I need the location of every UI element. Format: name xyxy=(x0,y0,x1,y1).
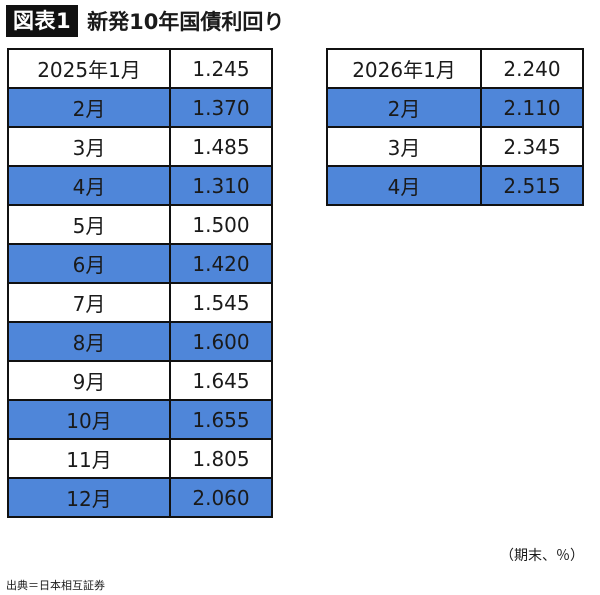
month-cell: 4月 xyxy=(7,165,171,206)
month-cell: 12月 xyxy=(7,477,171,518)
month-cell: 4月 xyxy=(326,165,482,206)
yield-cell: 2.060 xyxy=(169,477,273,518)
table-row: 7月 1.545 xyxy=(7,282,273,323)
yield-cell: 1.245 xyxy=(169,48,273,89)
month-cell: 3月 xyxy=(7,126,171,167)
yield-cell: 1.545 xyxy=(169,282,273,323)
month-cell: 10月 xyxy=(7,399,171,440)
table-row: 2月 2.110 xyxy=(326,87,584,128)
month-cell: 7月 xyxy=(7,282,171,323)
table-row: 3月 2.345 xyxy=(326,126,584,167)
source-note: 出典＝日本相互証券 xyxy=(6,579,105,592)
table-row: 2026年1月 2.240 xyxy=(326,48,584,89)
table-row: 2月 1.370 xyxy=(7,87,273,128)
yield-cell: 1.805 xyxy=(169,438,273,479)
yield-cell: 2.240 xyxy=(480,48,584,89)
month-cell: 2025年1月 xyxy=(7,48,171,89)
yield-cell: 1.485 xyxy=(169,126,273,167)
unit-note: （期末、％） xyxy=(500,548,584,564)
table-row: 9月 1.645 xyxy=(7,360,273,401)
yield-cell: 1.500 xyxy=(169,204,273,245)
figure-title: 新発10年国債利回り xyxy=(87,10,285,34)
yield-cell: 1.645 xyxy=(169,360,273,401)
table-row: 12月 2.060 xyxy=(7,477,273,518)
figure-badge: 図表1 xyxy=(6,5,79,37)
table-row: 8月 1.600 xyxy=(7,321,273,362)
month-cell: 9月 xyxy=(7,360,171,401)
yield-table-2025: 2025年1月 1.245 2月 1.370 3月 1.485 4月 1.310 5月 1.500… xyxy=(7,48,273,518)
table-row: 4月 1.310 xyxy=(7,165,273,206)
table-row: 3月 1.485 xyxy=(7,126,273,167)
table-row: 10月 1.655 xyxy=(7,399,273,440)
yield-cell: 2.345 xyxy=(480,126,584,167)
yield-cell: 1.600 xyxy=(169,321,273,362)
yield-cell: 2.515 xyxy=(480,165,584,206)
month-cell: 5月 xyxy=(7,204,171,245)
table-row: 11月 1.805 xyxy=(7,438,273,479)
month-cell: 8月 xyxy=(7,321,171,362)
table-row: 6月 1.420 xyxy=(7,243,273,284)
month-cell: 11月 xyxy=(7,438,171,479)
month-cell: 3月 xyxy=(326,126,482,167)
yield-cell: 1.310 xyxy=(169,165,273,206)
month-cell: 2026年1月 xyxy=(326,48,482,89)
yield-cell: 1.420 xyxy=(169,243,273,284)
month-cell: 2月 xyxy=(7,87,171,128)
yield-table-2026: 2026年1月 2.240 2月 2.110 3月 2.345 4月 2.515 xyxy=(326,48,584,206)
yield-cell: 1.655 xyxy=(169,399,273,440)
yield-cell: 2.110 xyxy=(480,87,584,128)
month-cell: 2月 xyxy=(326,87,482,128)
figure-header: 図表1 新発10年国債利回り xyxy=(6,4,284,38)
table-row: 4月 2.515 xyxy=(326,165,584,206)
table-row: 2025年1月 1.245 xyxy=(7,48,273,89)
month-cell: 6月 xyxy=(7,243,171,284)
yield-cell: 1.370 xyxy=(169,87,273,128)
table-row: 5月 1.500 xyxy=(7,204,273,245)
